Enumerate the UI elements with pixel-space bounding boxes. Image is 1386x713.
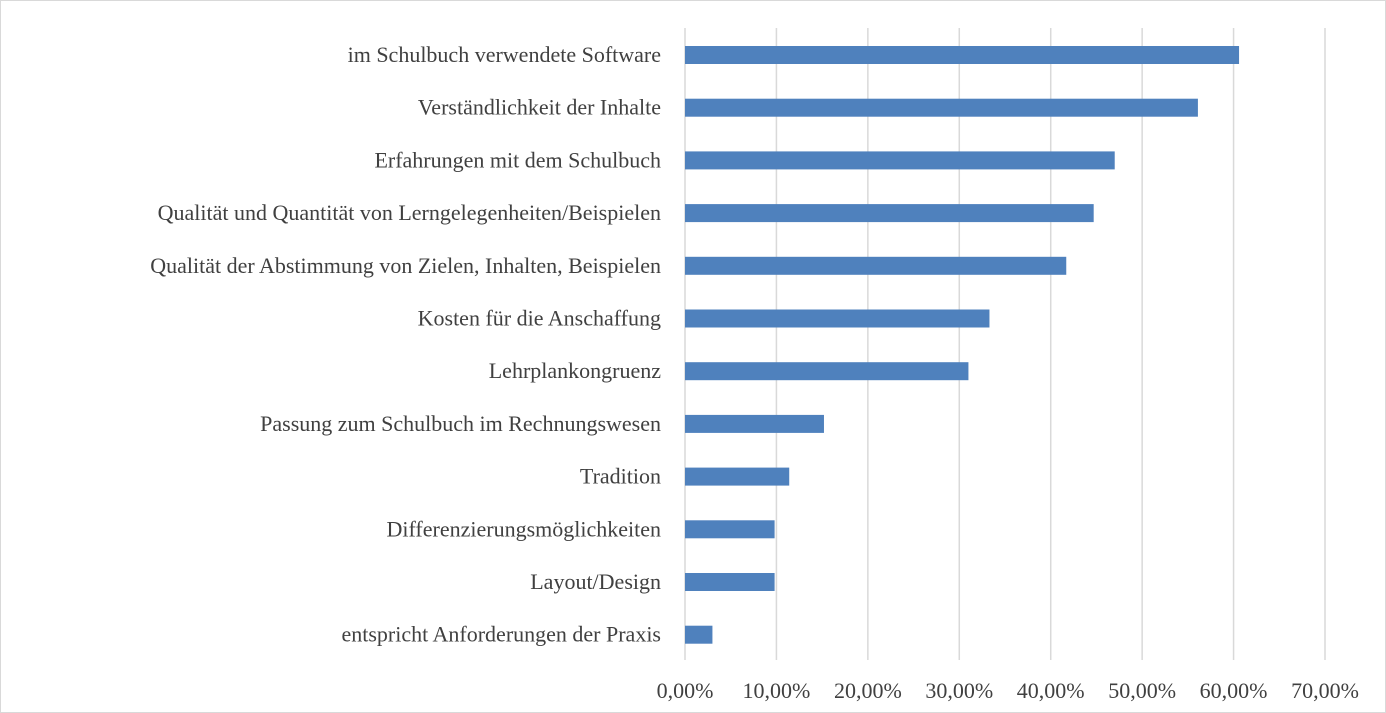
category-label: Kosten für die Anschaffung: [418, 306, 661, 331]
bar: [685, 204, 1094, 223]
category-label: Qualität und Quantität von Lerngelegenhe…: [158, 200, 661, 225]
category-labels: im Schulbuch verwendete Software Verständ…: [150, 42, 661, 647]
x-tick-label: 40,00%: [1017, 678, 1085, 703]
bar: [685, 309, 990, 328]
x-tick-label: 70,00%: [1291, 678, 1359, 703]
gridlines: [684, 28, 1326, 660]
category-label: entspricht Anforderungen der Praxis: [341, 622, 661, 647]
category-label: Passung zum Schulbuch im Rechnungswesen: [260, 411, 661, 436]
category-label: Qualität der Abstimmung von Zielen, Inha…: [150, 253, 661, 278]
x-tick-label: 20,00%: [834, 678, 902, 703]
x-tick-label: 10,00%: [743, 678, 811, 703]
x-tick-label: 0,00%: [657, 678, 714, 703]
category-label: im Schulbuch verwendete Software: [348, 42, 661, 67]
category-label: Verständlichkeit der Inhalte: [418, 95, 661, 120]
x-tick-label: 60,00%: [1200, 678, 1268, 703]
bar: [685, 520, 775, 539]
category-label: Differenzierungsmöglichkeiten: [387, 516, 662, 541]
category-label: Tradition: [580, 464, 661, 489]
x-axis-tick-labels: 0,00% 10,00% 20,00% 30,00% 40,00% 50,00% 60,00…: [657, 678, 1359, 703]
x-tick-label: 50,00%: [1108, 678, 1176, 703]
bar: [685, 151, 1115, 170]
bar: [685, 46, 1240, 64]
category-label: Erfahrungen mit dem Schulbuch: [374, 147, 661, 172]
category-label: Layout/Design: [530, 569, 661, 594]
bar: [685, 98, 1198, 117]
bar: [685, 256, 1067, 275]
bar: [685, 414, 824, 433]
bar: [685, 573, 775, 591]
bar: [685, 625, 713, 644]
bar: [685, 467, 790, 486]
bars: [685, 46, 1240, 644]
bar: [685, 362, 969, 381]
x-tick-label: 30,00%: [925, 678, 993, 703]
category-label: Lehrplankongruenz: [489, 358, 661, 383]
